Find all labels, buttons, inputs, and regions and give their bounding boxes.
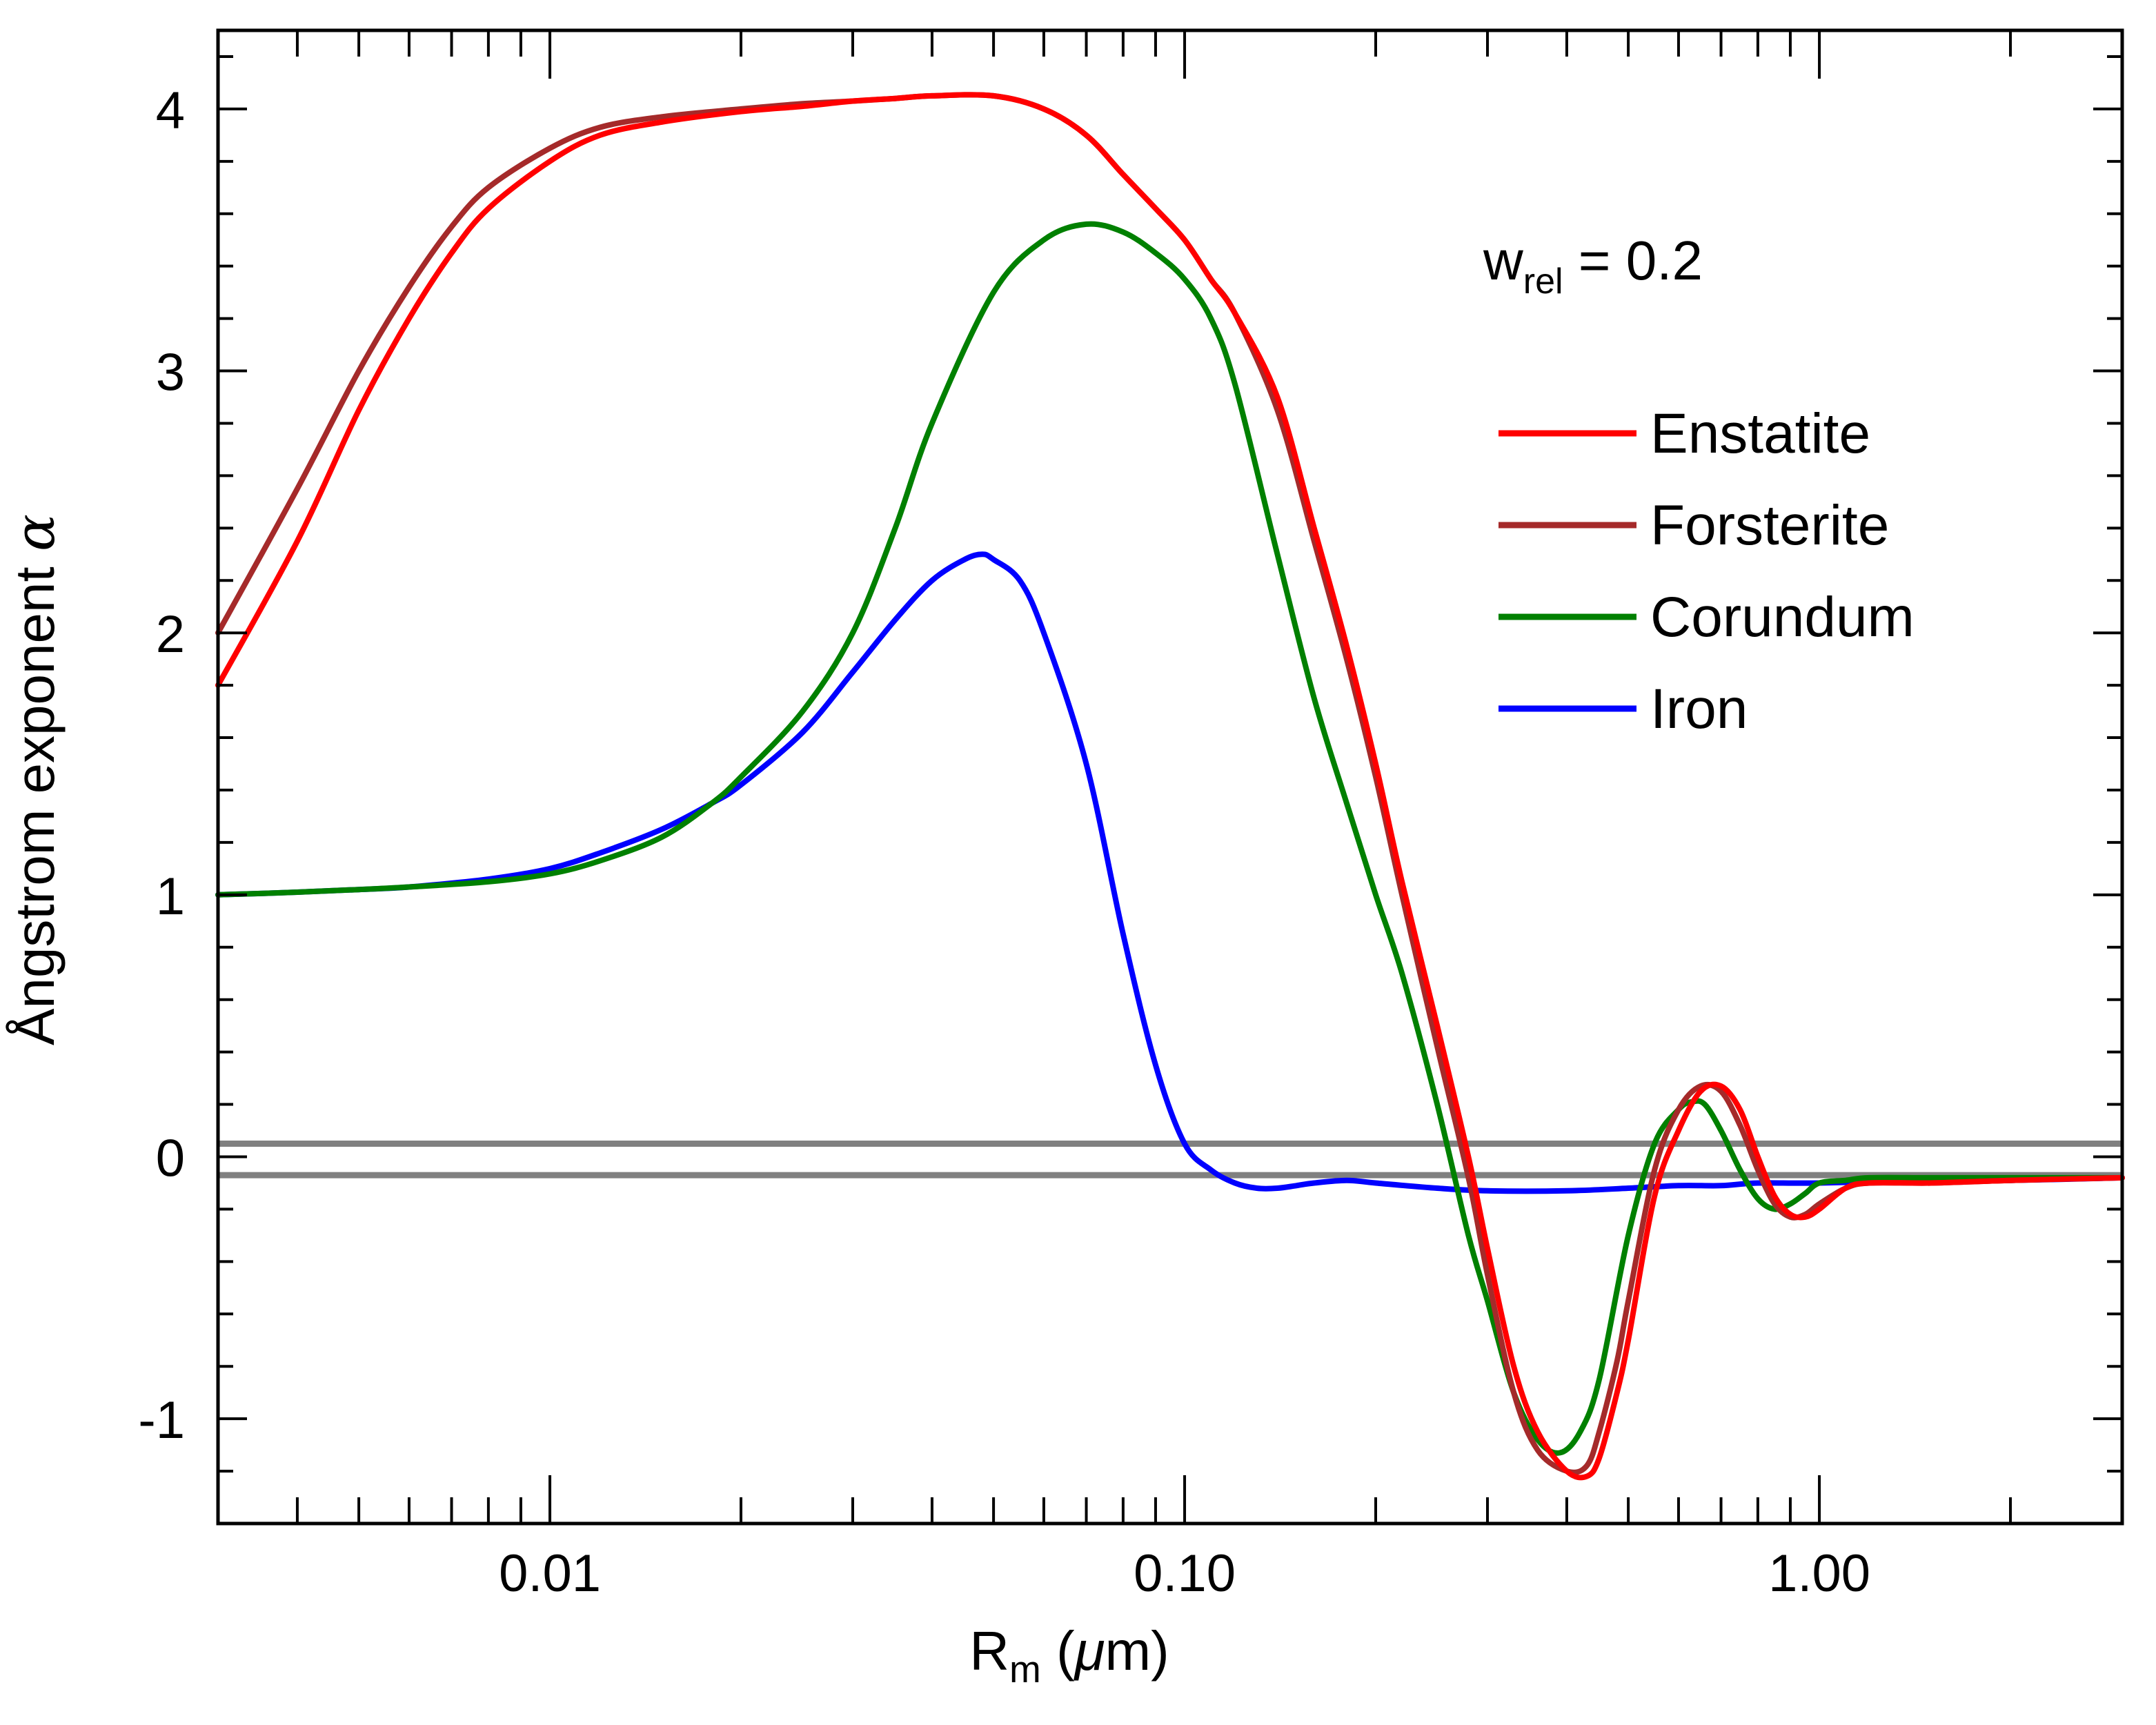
series-line-corundum xyxy=(215,221,2125,1456)
y-tick-label: 2 xyxy=(156,605,185,664)
x-tick-label: 0.10 xyxy=(1134,1544,1236,1603)
x-axis-label: Rm (μm) xyxy=(969,1620,1169,1690)
legend: Enstatite Forsterite Corundum Iron xyxy=(1499,402,1915,740)
x-tick-label: 0.01 xyxy=(499,1544,601,1603)
y-tick-label: 0 xyxy=(156,1129,185,1187)
annotation-wrel: wrel = 0.2 xyxy=(1483,230,1703,302)
series-line-enstatite xyxy=(215,92,2125,1481)
series-line-forsterite xyxy=(215,92,2125,1475)
legend-label-forsterite: Forsterite xyxy=(1650,494,1889,557)
plot-area xyxy=(215,92,2125,1481)
plot-frame xyxy=(216,28,2124,1526)
x-tick-label: 1.00 xyxy=(1768,1544,1870,1603)
legend-label-enstatite: Enstatite xyxy=(1650,402,1870,465)
series-line-iron xyxy=(215,551,2125,1194)
y-axis-label: Ångstrom exponent α xyxy=(3,514,67,1045)
y-tick-label: 4 xyxy=(156,81,185,140)
y-tick-label: 1 xyxy=(156,867,185,926)
legend-label-iron: Iron xyxy=(1650,678,1748,740)
y-tick-label: 3 xyxy=(156,344,185,402)
y-tick-label: -1 xyxy=(138,1391,185,1450)
legend-label-corundum: Corundum xyxy=(1650,586,1915,649)
axis-ticks: -1 0 1 2 3 4 0.01 0.10 1.00 xyxy=(138,30,2124,1603)
